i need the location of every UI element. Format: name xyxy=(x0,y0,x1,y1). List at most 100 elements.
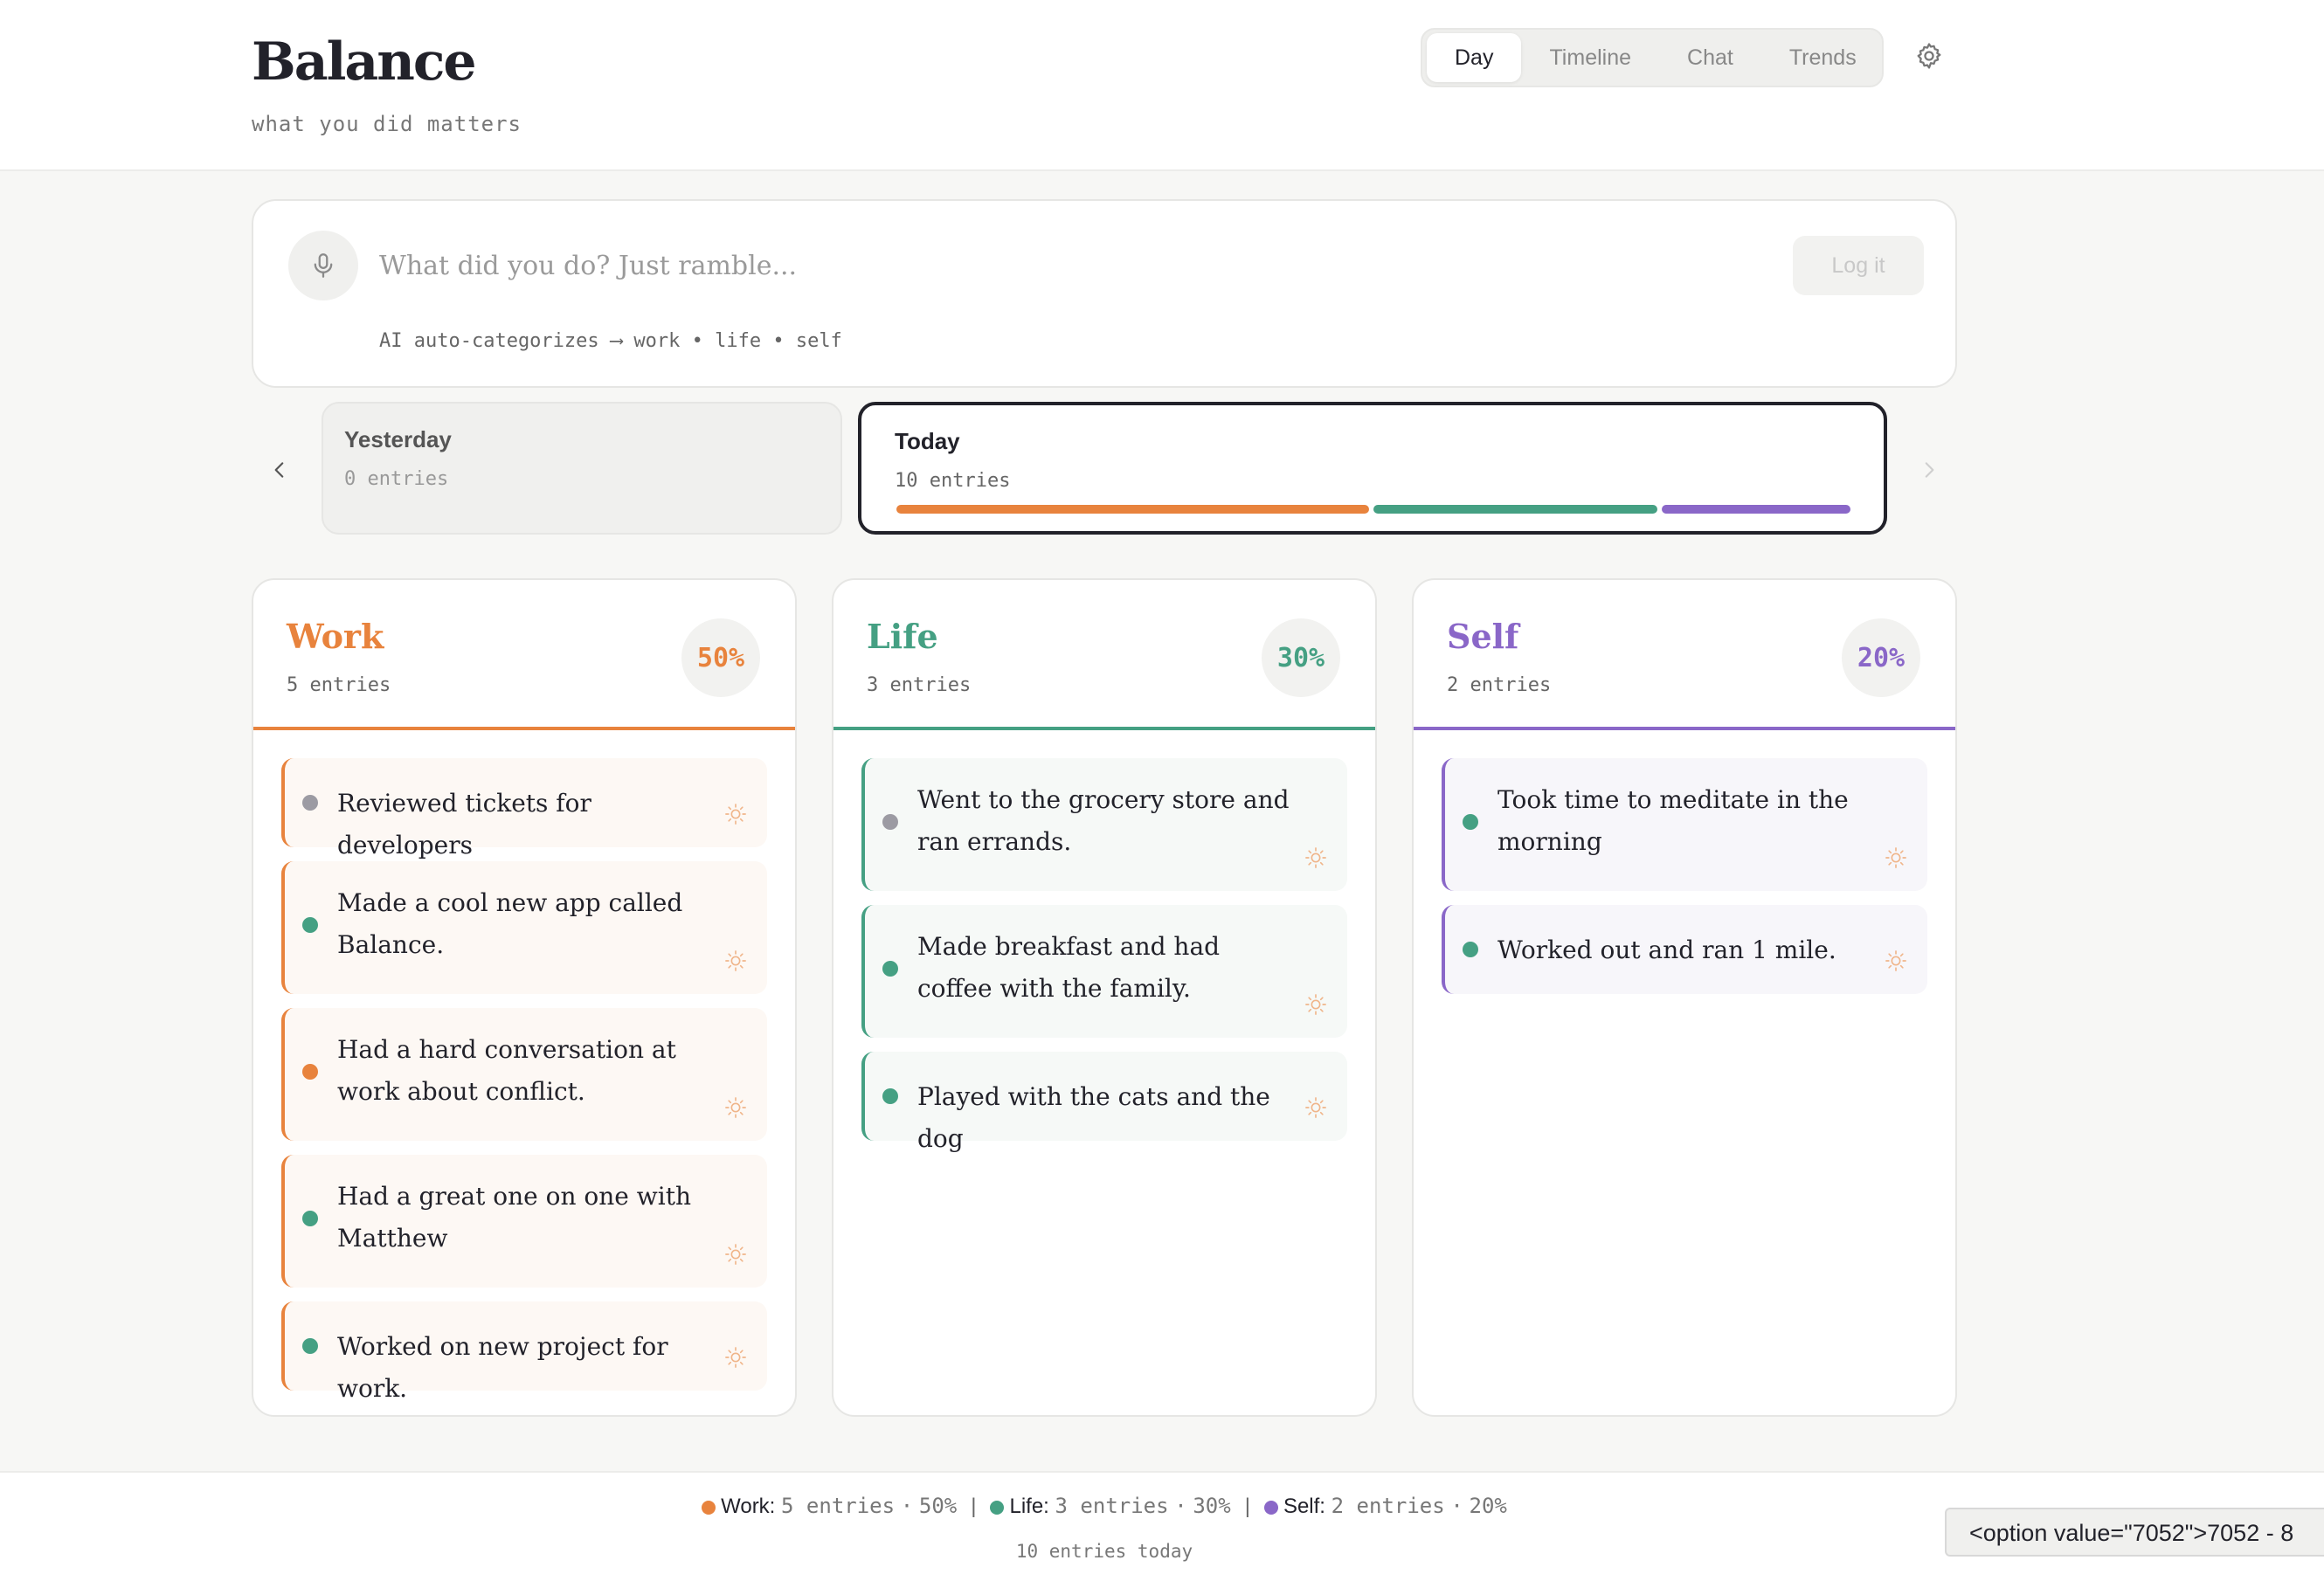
column-title: Life xyxy=(867,617,938,656)
entry-card[interactable]: Had a hard conversation at work about co… xyxy=(281,1008,767,1141)
next-day-button[interactable] xyxy=(1912,452,1947,487)
entry-card[interactable]: Took time to meditate in the morning xyxy=(1442,758,1927,891)
work-column: Work 5 entries 50% Reviewed tickets for … xyxy=(252,578,797,1417)
entry-text: Took time to meditate in the morning xyxy=(1497,785,1849,856)
chevron-right-icon xyxy=(1925,462,1934,478)
status-dot-icon xyxy=(302,917,318,933)
footer-stat-self: Self: 2 entries · 20% xyxy=(1263,1494,1507,1518)
self-column: Self 2 entries 20% Took time to meditate… xyxy=(1412,578,1957,1417)
chevron-left-icon xyxy=(274,462,284,478)
status-dot-icon xyxy=(882,814,898,830)
entry-text: Reviewed tickets for developers xyxy=(337,789,591,860)
tab-trends[interactable]: Trends xyxy=(1788,45,1857,70)
day-name: Today xyxy=(895,428,960,454)
app-subtitle: what you did matters xyxy=(252,112,522,136)
column-title: Self xyxy=(1447,617,1519,656)
work-dot-icon xyxy=(702,1500,716,1515)
day-category-bar xyxy=(896,505,1850,514)
app-title: Balance xyxy=(252,31,477,93)
entry-composer: Log it AI auto-categorizes ⟶ work • life… xyxy=(252,199,1957,388)
stat-label: Work: xyxy=(721,1495,776,1518)
status-dot-icon xyxy=(302,1064,318,1080)
status-dot-icon xyxy=(302,1211,318,1226)
auto-categorize-hint: AI auto-categorizes ⟶ work • life • self xyxy=(379,330,842,352)
life-dot-icon xyxy=(990,1500,1005,1515)
stat-label: Self: xyxy=(1283,1495,1325,1518)
day-bar-life xyxy=(1373,505,1657,514)
entry-card[interactable]: Worked out and ran 1 mile. xyxy=(1442,905,1927,994)
sun-icon[interactable] xyxy=(1304,846,1328,870)
sun-icon[interactable] xyxy=(723,1242,748,1267)
entry-card[interactable]: Worked on new project for work. xyxy=(281,1301,767,1403)
status-dot-icon xyxy=(882,961,898,977)
stat-percent: 30% xyxy=(1193,1494,1231,1518)
entry-card[interactable]: Went to the grocery store and ran errand… xyxy=(861,758,1347,891)
life-column: Life 3 entries 30% Went to the grocery s… xyxy=(832,578,1377,1417)
stat-value: 5 entries xyxy=(781,1494,896,1518)
entry-card[interactable]: Played with the cats and the dog xyxy=(861,1052,1347,1153)
entry-text: Made a cool new app called Balance. xyxy=(337,888,683,959)
sun-icon[interactable] xyxy=(723,949,748,973)
entry-card[interactable]: Made a cool new app called Balance. xyxy=(281,861,767,994)
footer-total: 10 entries today xyxy=(1015,1541,1193,1562)
column-percent-badge: 30% xyxy=(1262,618,1340,697)
entry-text: Made breakfast and had coffee with the f… xyxy=(917,932,1221,1003)
day-entry-count: 0 entries xyxy=(344,468,449,490)
entry-text: Played with the cats and the dog xyxy=(917,1082,1270,1153)
sun-icon[interactable] xyxy=(1304,992,1328,1017)
status-dot-icon xyxy=(302,795,318,811)
tab-timeline[interactable]: Timeline xyxy=(1549,45,1632,70)
status-dot-icon xyxy=(302,1338,318,1354)
entry-card[interactable]: Reviewed tickets for developers xyxy=(281,758,767,860)
entry-card[interactable]: Had a great one on one with Matthew xyxy=(281,1155,767,1288)
day-bar-self xyxy=(1662,505,1850,514)
day-card-today[interactable]: Today 10 entries xyxy=(858,402,1887,535)
sun-icon[interactable] xyxy=(1304,1095,1328,1120)
stat-percent: 20% xyxy=(1469,1494,1507,1518)
work-column-header: Work 5 entries 50% xyxy=(253,580,795,730)
day-name: Yesterday xyxy=(344,426,452,452)
summary-footer: Work: 5 entries · 50% | Life: 3 entries · … xyxy=(0,1471,2324,1581)
entry-text: Had a hard conversation at work about co… xyxy=(337,1035,676,1106)
day-bar-work xyxy=(896,505,1369,514)
sun-icon[interactable] xyxy=(1884,846,1908,870)
option-tooltip: <option value="7052">7052 - 8 xyxy=(1945,1508,2324,1557)
column-title: Work xyxy=(287,617,384,656)
day-entry-count: 10 entries xyxy=(895,470,1011,492)
column-divider xyxy=(1414,727,1955,730)
settings-button[interactable] xyxy=(1912,38,1947,73)
sun-icon[interactable] xyxy=(1884,949,1908,973)
tab-day[interactable]: Day xyxy=(1427,33,1522,82)
self-column-header: Self 2 entries 20% xyxy=(1414,580,1955,730)
stat-label: Life: xyxy=(1009,1495,1049,1518)
column-divider xyxy=(253,727,795,730)
tab-chat[interactable]: Chat xyxy=(1687,45,1733,70)
stat-value: 2 entries xyxy=(1331,1494,1445,1518)
voice-input-button[interactable] xyxy=(288,231,358,300)
column-entry-count: 5 entries xyxy=(287,674,391,696)
sun-icon[interactable] xyxy=(723,1095,748,1120)
column-divider xyxy=(833,727,1375,730)
sun-icon[interactable] xyxy=(723,1345,748,1370)
day-card-yesterday[interactable]: Yesterday 0 entries xyxy=(322,402,842,535)
column-percent-badge: 50% xyxy=(681,618,760,697)
entry-input[interactable] xyxy=(379,243,1742,288)
entry-text: Worked on new project for work. xyxy=(337,1332,668,1403)
previous-day-button[interactable] xyxy=(262,452,297,487)
footer-stats: Work: 5 entries · 50% | Life: 3 entries · … xyxy=(0,1494,2209,1519)
column-entry-count: 2 entries xyxy=(1447,674,1552,696)
footer-stat-work: Work: 5 entries · 50% xyxy=(702,1494,957,1518)
self-dot-icon xyxy=(1263,1500,1278,1515)
log-it-button[interactable]: Log it xyxy=(1793,236,1924,295)
app-header: Balance what you did matters Day Timelin… xyxy=(0,0,2324,171)
sun-icon[interactable] xyxy=(723,802,748,826)
column-percent-badge: 20% xyxy=(1842,618,1920,697)
view-tabs: Day Timeline Chat Trends xyxy=(1421,28,1884,87)
entry-card[interactable]: Made breakfast and had coffee with the f… xyxy=(861,905,1347,1038)
entry-text: Had a great one on one with Matthew xyxy=(337,1182,691,1253)
stat-value: 3 entries xyxy=(1055,1494,1169,1518)
status-dot-icon xyxy=(1463,942,1478,957)
microphone-icon xyxy=(314,253,333,278)
status-dot-icon xyxy=(1463,814,1478,830)
column-entry-count: 3 entries xyxy=(867,674,972,696)
